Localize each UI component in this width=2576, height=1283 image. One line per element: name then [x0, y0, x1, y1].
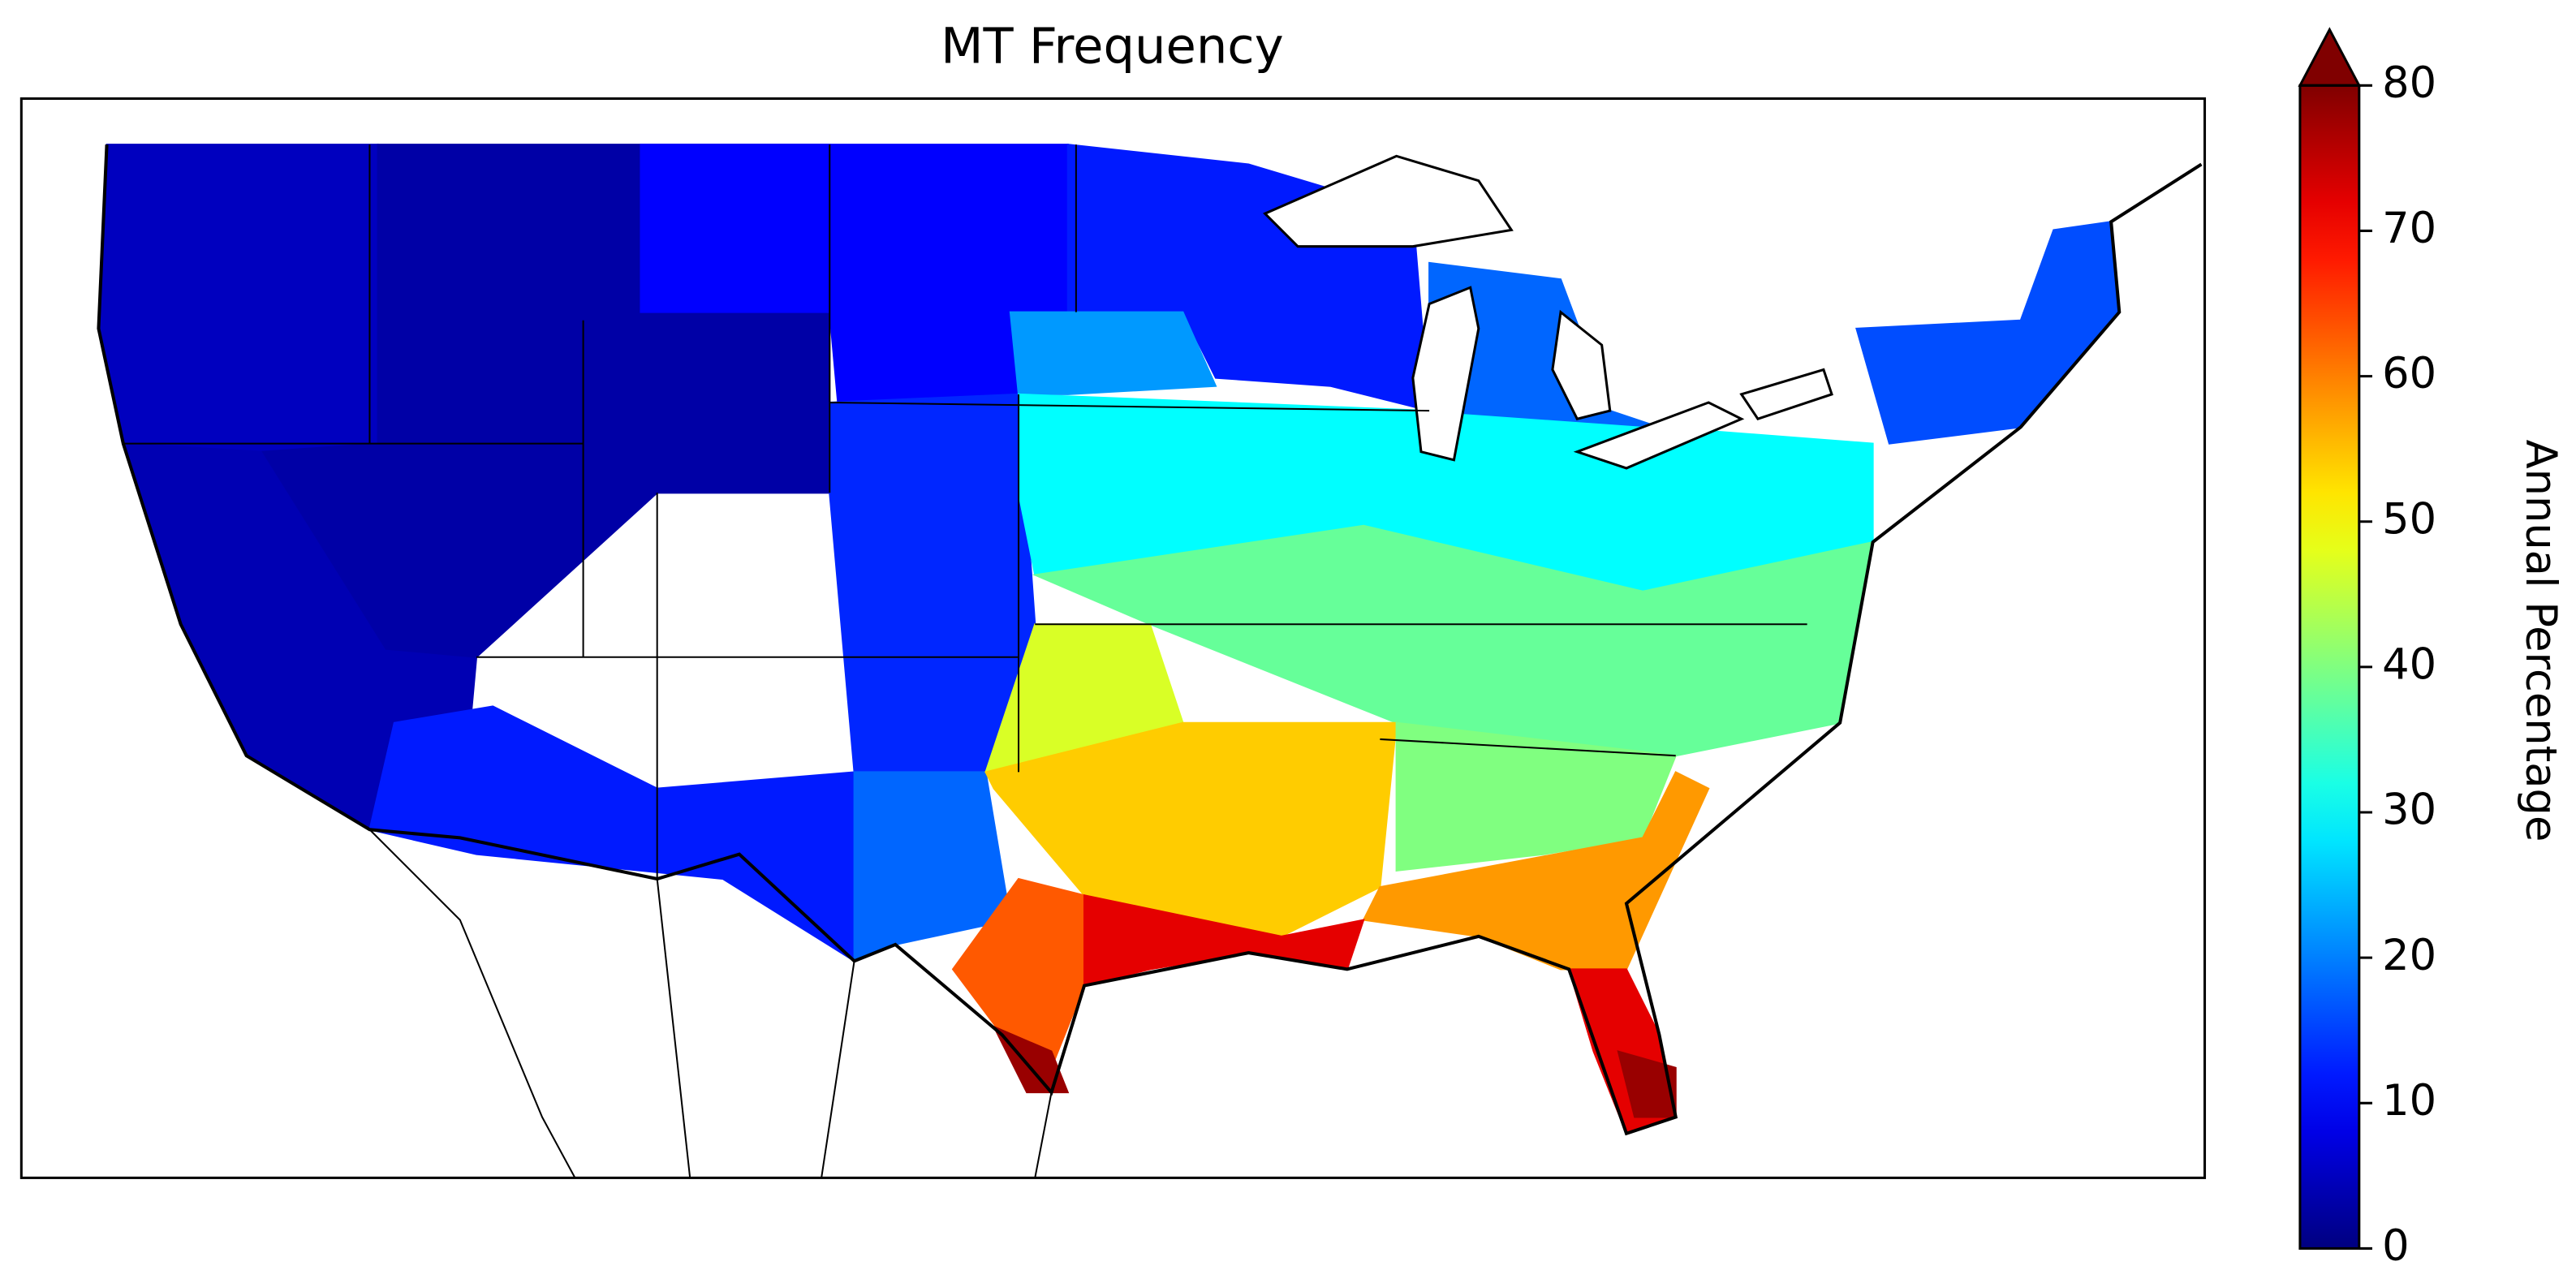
colorbar-tick-label: 70 — [2382, 204, 2436, 253]
colorbar-tick-label: 30 — [2382, 786, 2436, 835]
mexico-borders — [368, 829, 1053, 1178]
colorbar-tick-label: 40 — [2382, 640, 2436, 690]
lake-ontario — [1739, 368, 1833, 421]
lake-huron — [1551, 309, 1612, 420]
colorbar-tick-label: 60 — [2382, 349, 2436, 398]
colorbar-tick-label: 10 — [2382, 1076, 2436, 1126]
region — [1395, 721, 1678, 872]
colorbar-fill — [2299, 85, 2359, 1249]
region — [1009, 311, 1217, 395]
region — [97, 144, 379, 453]
lake-superior — [1263, 154, 1514, 248]
state-borders — [123, 144, 1807, 880]
colorbar-tick-label: 50 — [2382, 494, 2436, 544]
lake-michigan — [1411, 286, 1480, 462]
borders — [97, 144, 2203, 1178]
coastline — [97, 144, 2203, 1136]
great-lakes — [1263, 154, 1833, 470]
lake-erie — [1573, 401, 1745, 470]
colorbar-tick-label: 0 — [2382, 1221, 2409, 1271]
region — [1032, 524, 1874, 757]
colorbar-tick-label: 20 — [2382, 931, 2436, 980]
region — [853, 771, 1012, 962]
colorbar-label: Annual Percentage — [2516, 440, 2565, 842]
map-frame — [19, 97, 2207, 1179]
colorbar-extend — [2298, 27, 2362, 87]
colorbar: 0 10 20 30 40 50 60 70 80 — [2298, 27, 2436, 1271]
map-title: MT Frequency — [941, 18, 1283, 75]
colorbar-tick-label: 80 — [2382, 58, 2436, 108]
region — [992, 1025, 1070, 1094]
region — [984, 721, 1398, 937]
